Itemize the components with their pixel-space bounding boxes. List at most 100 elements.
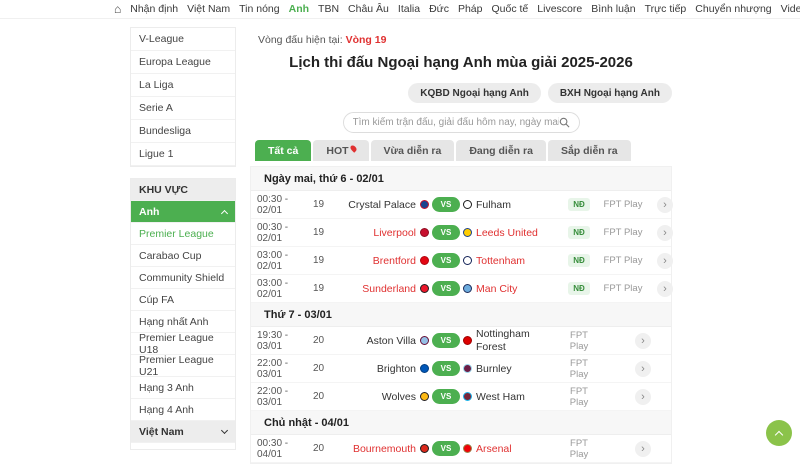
away-team: Leeds United	[463, 227, 563, 239]
match-row[interactable]: 22:00 - 03/01 20 Brighton VS Burnley FPT…	[251, 355, 671, 383]
match-round: 20	[313, 335, 333, 346]
chevron-right-icon[interactable]: ›	[635, 333, 651, 349]
away-team-logo-icon	[463, 256, 472, 265]
nav-item-tbn[interactable]: TBN	[318, 3, 339, 15]
chevron-up-icon	[221, 209, 228, 216]
nav-item-quoc-te[interactable]: Quốc tế	[492, 3, 529, 15]
nav-item-tin-nong[interactable]: Tin nóng	[239, 3, 279, 15]
status-badge: NĐ	[568, 282, 590, 295]
sidebar-item-hang-3-anh[interactable]: Hạng 3 Anh	[131, 377, 235, 399]
nav-item-anh[interactable]: Anh	[289, 3, 309, 15]
tab-tat-ca[interactable]: Tất cả	[255, 140, 311, 161]
home-icon[interactable]: ⌂	[114, 2, 121, 16]
sidebar-section-khu-vuc: KHU VỰC	[131, 179, 235, 201]
home-team-logo-icon	[420, 256, 429, 265]
sidebar-item-carabao-cup[interactable]: Carabao Cup	[131, 245, 235, 267]
sidebar-item-premier-league-u21[interactable]: Premier League U21	[131, 355, 235, 377]
home-team-logo-icon	[420, 444, 429, 453]
sidebar-item-viet-nam[interactable]: Việt Nam	[131, 421, 235, 443]
tab-dang-dien-ra[interactable]: Đang diễn ra	[456, 140, 546, 161]
away-team-name: Burnley	[476, 363, 512, 375]
away-team-logo-icon	[463, 200, 472, 209]
chevron-right-icon[interactable]: ›	[657, 253, 673, 269]
away-team-logo-icon	[463, 364, 472, 373]
sidebar-item-anh[interactable]: Anh	[131, 201, 235, 223]
match-round: 19	[313, 255, 333, 266]
chevron-up-icon	[775, 430, 783, 438]
match-row[interactable]: 22:00 - 03/01 20 Wolves VS West Ham FPT …	[251, 383, 671, 411]
channel-label: FPT Play	[595, 199, 651, 210]
nav-item-truc-tiep[interactable]: Trực tiếp	[645, 3, 687, 15]
chevron-right-icon[interactable]: ›	[657, 281, 673, 297]
sidebar-item-serie-a[interactable]: Serie A	[131, 97, 235, 120]
nav-item-chuyen-nhuong[interactable]: Chuyển nhượng	[695, 3, 771, 15]
away-team-name: Fulham	[476, 199, 511, 211]
search-bar[interactable]	[343, 112, 580, 133]
tab-hot[interactable]: HOT	[313, 140, 368, 161]
match-time: 03:00 - 02/01	[257, 250, 313, 272]
match-row[interactable]: 00:30 - 04/01 20 Bournemouth VS Arsenal …	[251, 435, 671, 463]
sidebar-item-hang-4-anh[interactable]: Hạng 4 Anh	[131, 399, 235, 421]
sidebar-item-bundesliga[interactable]: Bundesliga	[131, 120, 235, 143]
away-team: Arsenal	[463, 443, 563, 455]
scroll-top-button[interactable]	[766, 420, 792, 446]
match-row[interactable]: 19:30 - 03/01 20 Aston Villa VS Nottingh…	[251, 327, 671, 355]
chevron-right-icon[interactable]: ›	[635, 389, 651, 405]
date-header: Chủ nhật - 04/01	[251, 411, 671, 435]
sidebar-item-v-league[interactable]: V-League	[131, 28, 235, 51]
match-row[interactable]: 00:30 - 02/01 19 Crystal Palace VS Fulha…	[251, 191, 671, 219]
filter-tabs: Tất cả HOT Vừa diễn ra Đang diễn ra Sắp …	[250, 140, 672, 161]
page-title: Lịch thi đấu Ngoại hạng Anh mùa giải 202…	[250, 54, 672, 71]
home-team: Brentford	[333, 255, 429, 267]
sidebar-item-community-shield[interactable]: Community Shield	[131, 267, 235, 289]
nav-item-livescore[interactable]: Livescore	[537, 3, 582, 15]
sidebar-item-cup-fa[interactable]: Cúp FA	[131, 289, 235, 311]
sidebar-item-premier-league[interactable]: Premier League	[131, 223, 235, 245]
match-row[interactable]: 03:00 - 02/01 19 Sunderland VS Man City …	[251, 275, 671, 303]
chevron-right-icon[interactable]: ›	[635, 361, 651, 377]
nav-item-nhan-dinh[interactable]: Nhận định	[130, 3, 178, 15]
sidebar-item-ligue-1[interactable]: Ligue 1	[131, 143, 235, 166]
home-team: Liverpool	[333, 227, 429, 239]
nav-item-viet-nam[interactable]: Việt Nam	[187, 3, 230, 15]
away-team-name: Leeds United	[476, 227, 538, 239]
nav-item-duc[interactable]: Đức	[429, 3, 449, 15]
chevron-right-icon[interactable]: ›	[635, 441, 651, 457]
vs-badge: VS	[432, 253, 460, 268]
search-icon[interactable]	[559, 117, 570, 128]
quick-links: KQBD Ngoại hạng Anh BXH Ngoại hạng Anh	[250, 83, 672, 103]
home-team-name: Sunderland	[362, 283, 416, 295]
match-row[interactable]: 03:00 - 02/01 19 Brentford VS Tottenham …	[251, 247, 671, 275]
home-team-name: Liverpool	[373, 227, 416, 239]
home-team-name: Bournemouth	[353, 443, 416, 455]
vs-badge: VS	[432, 333, 460, 348]
current-round: Vòng đấu hiện tại: Vòng 19	[250, 34, 672, 46]
chevron-right-icon[interactable]: ›	[657, 225, 673, 241]
search-input[interactable]	[353, 117, 559, 128]
sidebar-item-partial[interactable]	[131, 443, 235, 450]
hot-flame-icon	[349, 144, 357, 152]
nav-item-phap[interactable]: Pháp	[458, 3, 483, 15]
bxh-button[interactable]: BXH Ngoại hạng Anh	[548, 83, 672, 103]
vs-badge: VS	[432, 225, 460, 240]
nav-item-video[interactable]: Video	[781, 3, 800, 15]
match-round: 19	[313, 227, 333, 238]
sidebar-item-premier-league-u18[interactable]: Premier League U18	[131, 333, 235, 355]
chevron-down-icon	[221, 427, 228, 434]
nav-item-chau-au[interactable]: Châu Âu	[348, 3, 389, 15]
away-team: Man City	[463, 283, 563, 295]
sidebar-item-europa-league[interactable]: Europa League	[131, 51, 235, 74]
tab-vua-dien-ra[interactable]: Vừa diễn ra	[371, 140, 455, 161]
kqbd-button[interactable]: KQBD Ngoại hạng Anh	[408, 83, 541, 103]
match-row[interactable]: 00:30 - 02/01 19 Liverpool VS Leeds Unit…	[251, 219, 671, 247]
away-team: Burnley	[463, 363, 563, 375]
sidebar-item-la-liga[interactable]: La Liga	[131, 74, 235, 97]
nav-item-italia[interactable]: Italia	[398, 3, 420, 15]
channel-label: FPT Play	[595, 283, 651, 294]
status-badge: NĐ	[568, 254, 590, 267]
nav-item-binh-luan[interactable]: Bình luận	[591, 3, 635, 15]
match-round: 20	[313, 391, 333, 402]
tab-sap-dien-ra[interactable]: Sắp diễn ra	[548, 140, 631, 161]
sidebar-item-hang-nhat-anh[interactable]: Hạng nhất Anh	[131, 311, 235, 333]
chevron-right-icon[interactable]: ›	[657, 197, 673, 213]
